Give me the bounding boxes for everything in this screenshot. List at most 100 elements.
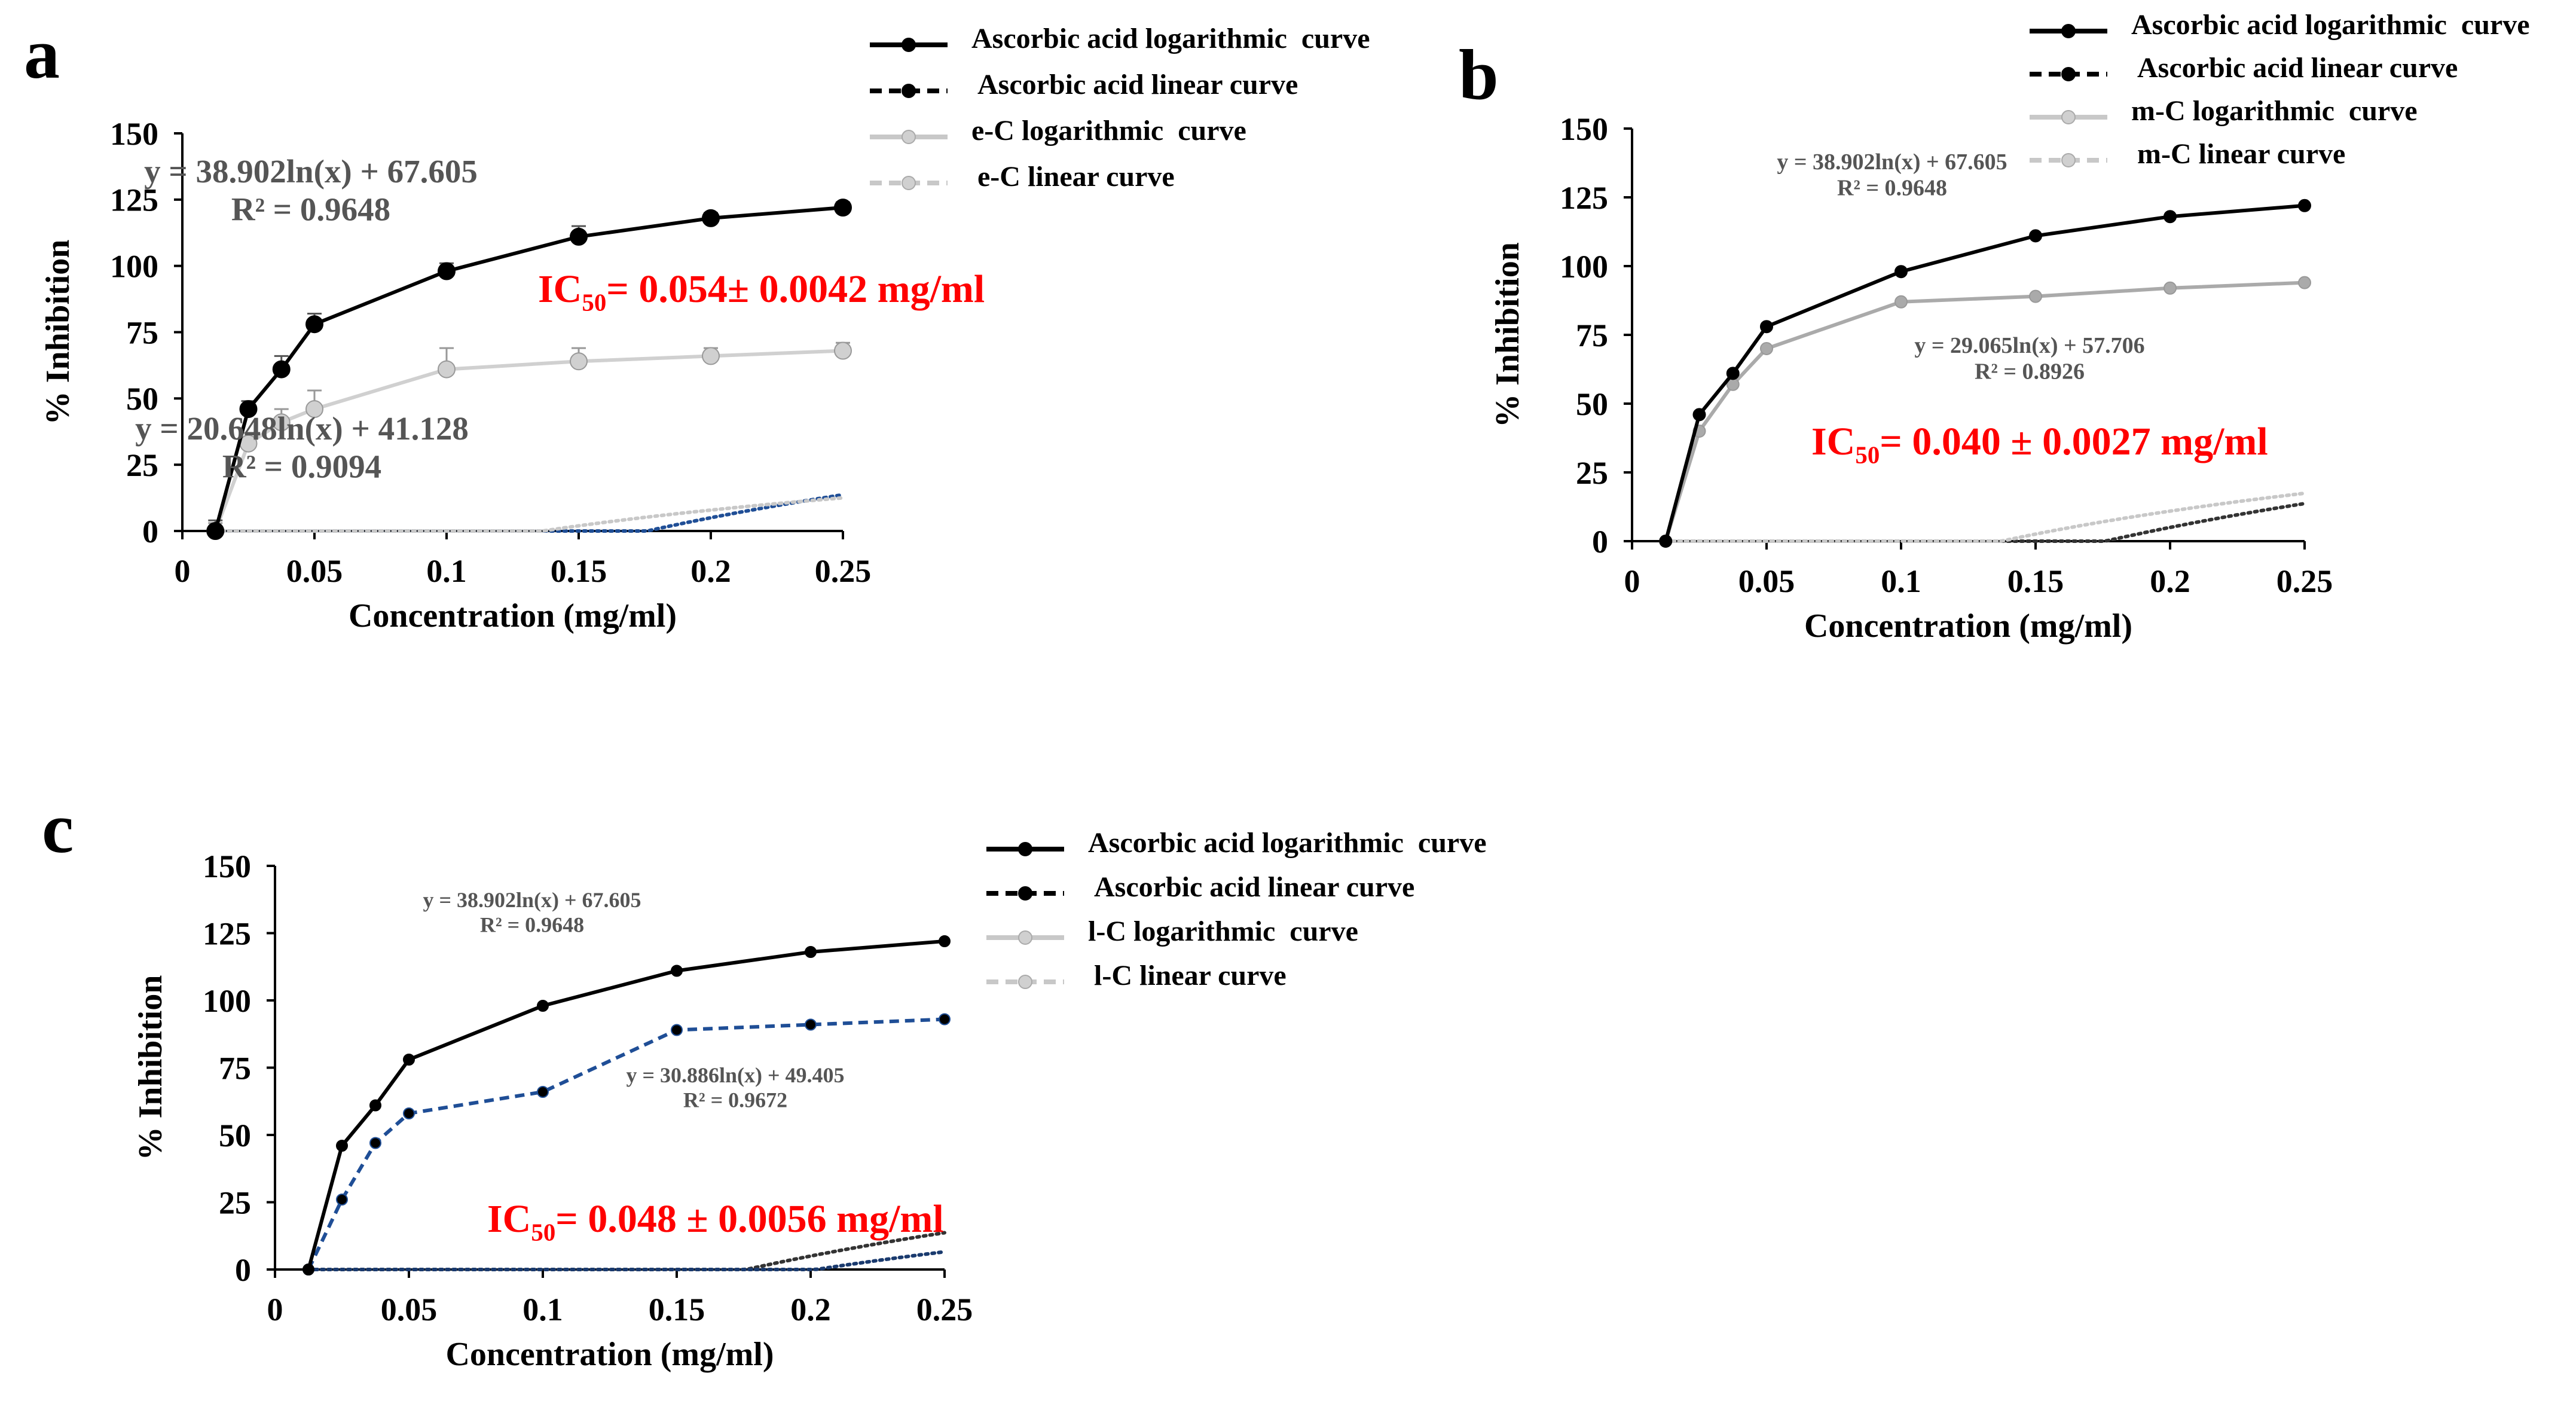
data-point <box>1760 320 1773 334</box>
data-point <box>537 1000 549 1012</box>
series-line <box>1664 203 2305 542</box>
legend-swatch-marker <box>2061 67 2076 81</box>
data-point <box>239 400 258 419</box>
legend-swatch-marker <box>1018 975 1032 989</box>
data-point <box>305 400 323 419</box>
data-point <box>1894 295 1908 309</box>
legend-label: Ascorbic acid linear curve <box>2137 52 2458 84</box>
legend-swatch-marker <box>1018 886 1032 901</box>
series-ascorbic-acid-logarithmic-curve <box>1659 199 2311 548</box>
legend-swatch-marker <box>2061 24 2076 38</box>
legend-swatch-marker <box>902 130 916 144</box>
data-point <box>570 227 588 246</box>
y-tick-label: 75 <box>219 1050 251 1086</box>
data-point <box>702 347 720 365</box>
data-point <box>2029 289 2042 303</box>
data-point <box>1760 342 1773 355</box>
y-tick-label: 75 <box>126 315 158 350</box>
panel-label: a <box>24 14 60 93</box>
panel-label: c <box>42 788 74 868</box>
ic50-value: = 0.040 ± 0.0027 mg/ml <box>1880 420 2268 463</box>
y-tick-label: 125 <box>1560 180 1608 216</box>
legend-label: m-C linear curve <box>2137 138 2345 170</box>
data-point <box>403 1054 415 1066</box>
legend-label: Ascorbic acid logarithmic curve <box>971 23 1370 54</box>
y-tick-label: 0 <box>235 1252 251 1288</box>
legend-swatch-marker <box>1018 930 1032 945</box>
data-point <box>369 1137 381 1149</box>
y-tick-label: 150 <box>203 849 251 884</box>
trendline-r2: R² = 0.9648 <box>231 191 390 227</box>
x-tick-label: 0.25 <box>916 1292 973 1328</box>
y-tick-label: 50 <box>126 381 158 417</box>
data-point <box>2164 210 2177 224</box>
y-tick-label: 0 <box>142 514 158 550</box>
data-point <box>671 1024 683 1036</box>
data-point <box>939 1013 951 1026</box>
data-point <box>272 360 291 379</box>
data-point <box>2164 281 2177 295</box>
series-ascorbic-acid-logarithmic-curve <box>302 935 951 1275</box>
ic50-label: IC50= 0.040 ± 0.0027 mg/ml <box>1811 420 2268 469</box>
data-point <box>1726 367 1740 380</box>
y-tick-label: 25 <box>126 447 158 483</box>
ic50-subscript: 50 <box>531 1219 555 1246</box>
legend-swatch-marker <box>902 176 916 190</box>
y-tick-label: 25 <box>1576 455 1608 491</box>
legend-swatch-marker <box>2061 153 2076 167</box>
y-tick-label: 50 <box>219 1118 251 1153</box>
data-point <box>1894 265 1908 279</box>
trendline-equation: y = 38.902ln(x) + 67.605 <box>423 888 641 912</box>
legend-label: Ascorbic acid logarithmic curve <box>2131 9 2530 41</box>
trendline-equation: y = 29.065ln(x) + 57.706 <box>1914 333 2144 358</box>
data-point <box>438 262 456 280</box>
y-tick-label: 25 <box>219 1185 251 1220</box>
y-tick-label: 125 <box>203 915 251 951</box>
ic50-subscript: 50 <box>1855 442 1880 469</box>
panel-label: b <box>1459 35 1499 114</box>
data-point <box>1659 535 1673 548</box>
chart-panel-a: a 0 25 50 75 100 125 150 0 0.05 0.1 0.15 0.2 0.25 Conc… <box>24 14 1370 634</box>
ic50-label: IC50= 0.054± 0.0042 mg/ml <box>538 267 985 316</box>
ic50-prefix: IC <box>1811 420 1855 463</box>
legend-label: m-C logarithmic curve <box>2131 95 2418 127</box>
x-axis-label: Concentration (mg/ml) <box>445 1336 774 1373</box>
series-m-c-logarithmic-curve <box>1659 276 2311 548</box>
data-point <box>834 199 852 217</box>
y-tick-label: 100 <box>1560 249 1608 285</box>
series-line <box>1664 280 2305 542</box>
trendline <box>1664 502 2306 543</box>
x-tick-label: 0.1 <box>522 1292 563 1328</box>
y-tick-label: 125 <box>110 182 158 218</box>
data-point <box>537 1086 549 1098</box>
data-point <box>2298 199 2311 212</box>
data-point <box>834 341 852 360</box>
x-tick-label: 0.1 <box>1881 563 1921 599</box>
ic50-prefix: IC <box>538 267 582 311</box>
y-tick-label: 75 <box>1576 318 1608 353</box>
data-point <box>206 522 225 540</box>
data-point <box>403 1107 415 1119</box>
chart-panel-c: c 0 25 50 75 100 125 150 0 0.05 0.1 0.15 0.2 0.25 Conc… <box>42 788 1487 1373</box>
x-tick-label: 0.15 <box>551 553 607 589</box>
legend-label: e-C linear curve <box>977 161 1175 193</box>
data-point <box>302 1264 314 1275</box>
legend: Ascorbic acid logarithmic curve Ascorbic … <box>2030 9 2530 170</box>
legend-swatch-marker <box>902 84 916 98</box>
data-point <box>702 209 720 227</box>
x-tick-label: 0.25 <box>2276 563 2333 599</box>
x-tick-label: 0.25 <box>815 553 872 589</box>
y-tick-label: 100 <box>203 983 251 1019</box>
x-tick-label: 0.05 <box>1738 563 1795 599</box>
y-tick-label: 100 <box>110 249 158 285</box>
legend-label: Ascorbic acid linear curve <box>977 69 1298 100</box>
legend-label: l-C linear curve <box>1094 960 1287 991</box>
legend-label: l-C logarithmic curve <box>1088 915 1358 947</box>
x-tick-label: 0 <box>175 553 191 589</box>
trendline-equation: y = 30.886ln(x) + 49.405 <box>626 1063 844 1087</box>
x-tick-label: 0.2 <box>690 553 731 589</box>
y-axis-label: % Inhibition <box>1489 242 1526 428</box>
data-point <box>570 352 588 371</box>
